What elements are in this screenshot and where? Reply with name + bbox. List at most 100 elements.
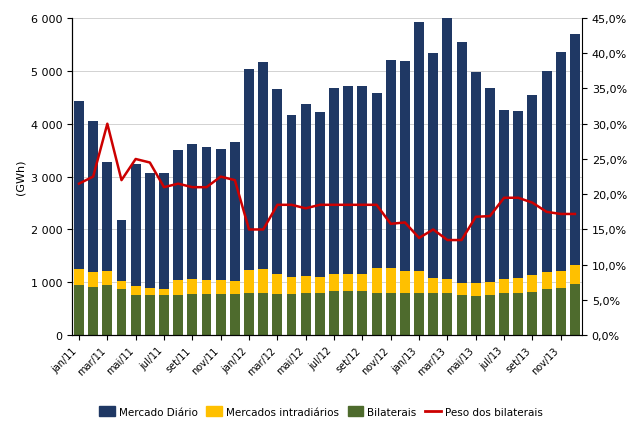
Bar: [386, 60, 395, 268]
Bar: [202, 148, 211, 280]
Bar: [131, 295, 141, 335]
Bar: [514, 112, 523, 279]
Bar: [300, 276, 311, 294]
Bar: [414, 294, 424, 335]
Bar: [230, 294, 240, 335]
Peso dos bilaterais: [500, 196, 508, 201]
Bar: [300, 294, 311, 335]
Bar: [485, 89, 495, 282]
Bar: [386, 268, 395, 294]
Peso dos bilaterais: [387, 222, 395, 227]
Bar: [471, 73, 481, 284]
Peso dos bilaterais: [231, 178, 239, 183]
Bar: [528, 292, 537, 335]
Peso dos bilaterais: [557, 212, 564, 217]
Bar: [556, 271, 566, 288]
Peso dos bilaterais: [444, 238, 451, 243]
Peso dos bilaterais: [217, 175, 225, 180]
Bar: [514, 279, 523, 293]
Bar: [400, 62, 410, 271]
Peso dos bilaterais: [132, 157, 139, 162]
Legend: Mercado Diário, Mercados intradiários, Bilaterais, Peso dos bilaterais: Mercado Diário, Mercados intradiários, B…: [95, 402, 547, 421]
Peso dos bilaterais: [514, 196, 522, 201]
Bar: [187, 144, 197, 279]
Bar: [173, 280, 183, 295]
Y-axis label: (GWh): (GWh): [15, 159, 25, 195]
Bar: [216, 280, 225, 294]
Bar: [386, 294, 395, 335]
Bar: [428, 54, 438, 279]
Bar: [102, 285, 112, 335]
Bar: [286, 277, 297, 294]
Peso dos bilaterais: [316, 203, 324, 208]
Bar: [372, 268, 381, 293]
Bar: [258, 63, 268, 270]
Bar: [372, 293, 381, 335]
Peso dos bilaterais: [486, 214, 494, 219]
Bar: [102, 163, 112, 271]
Bar: [329, 274, 339, 291]
Peso dos bilaterais: [160, 185, 168, 190]
Bar: [414, 272, 424, 294]
Bar: [442, 294, 453, 335]
Bar: [556, 53, 566, 271]
Bar: [471, 284, 481, 296]
Bar: [88, 273, 98, 287]
Bar: [499, 279, 509, 293]
Bar: [173, 295, 183, 335]
Line: Peso dos bilaterais: Peso dos bilaterais: [79, 124, 575, 241]
Bar: [400, 271, 410, 294]
Peso dos bilaterais: [373, 203, 381, 208]
Bar: [442, 279, 453, 294]
Bar: [286, 294, 297, 335]
Bar: [570, 266, 580, 285]
Bar: [74, 102, 84, 269]
Bar: [117, 282, 126, 290]
Bar: [187, 279, 197, 294]
Bar: [428, 294, 438, 335]
Peso dos bilaterais: [203, 185, 211, 190]
Peso dos bilaterais: [117, 178, 125, 183]
Peso dos bilaterais: [146, 161, 153, 166]
Bar: [216, 294, 225, 335]
Peso dos bilaterais: [103, 122, 111, 127]
Bar: [358, 291, 367, 335]
Bar: [570, 35, 580, 266]
Bar: [145, 288, 155, 295]
Bar: [159, 289, 169, 295]
Bar: [556, 288, 566, 335]
Peso dos bilaterais: [542, 210, 550, 215]
Bar: [159, 173, 169, 289]
Bar: [442, 17, 453, 279]
Bar: [244, 69, 254, 270]
Bar: [329, 291, 339, 335]
Bar: [202, 294, 211, 335]
Bar: [102, 271, 112, 285]
Bar: [456, 43, 467, 283]
Bar: [272, 275, 282, 294]
Bar: [528, 276, 537, 292]
Bar: [74, 285, 84, 335]
Bar: [372, 94, 381, 268]
Bar: [173, 151, 183, 280]
Peso dos bilaterais: [273, 203, 281, 208]
Bar: [216, 149, 225, 280]
Bar: [329, 89, 339, 274]
Peso dos bilaterais: [175, 181, 182, 187]
Bar: [159, 295, 169, 335]
Bar: [499, 293, 509, 335]
Bar: [570, 285, 580, 335]
Peso dos bilaterais: [458, 238, 465, 243]
Bar: [131, 286, 141, 295]
Bar: [272, 294, 282, 335]
Bar: [202, 280, 211, 294]
Bar: [428, 279, 438, 294]
Peso dos bilaterais: [89, 175, 97, 180]
Peso dos bilaterais: [288, 203, 295, 208]
Bar: [117, 221, 126, 282]
Bar: [258, 294, 268, 335]
Peso dos bilaterais: [259, 227, 267, 233]
Bar: [343, 86, 353, 275]
Bar: [230, 142, 240, 281]
Bar: [514, 293, 523, 335]
